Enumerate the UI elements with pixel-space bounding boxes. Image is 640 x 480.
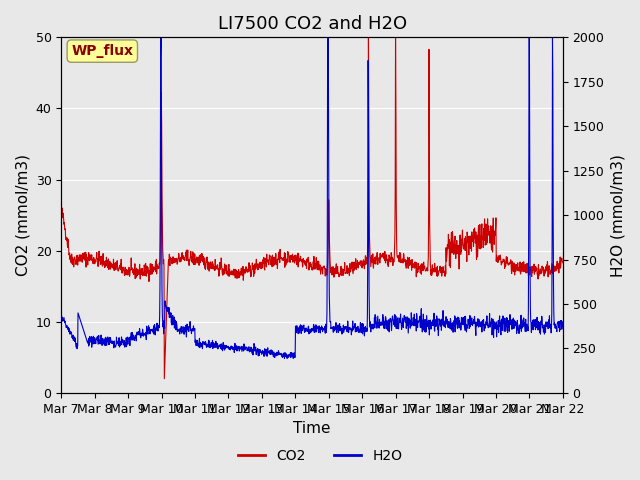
X-axis label: Time: Time: [293, 421, 331, 436]
Title: LI7500 CO2 and H2O: LI7500 CO2 and H2O: [218, 15, 406, 33]
Y-axis label: CO2 (mmol/m3): CO2 (mmol/m3): [15, 154, 30, 276]
Y-axis label: H2O (mmol/m3): H2O (mmol/m3): [610, 154, 625, 276]
Text: WP_flux: WP_flux: [71, 44, 133, 58]
Legend: CO2, H2O: CO2, H2O: [232, 443, 408, 468]
